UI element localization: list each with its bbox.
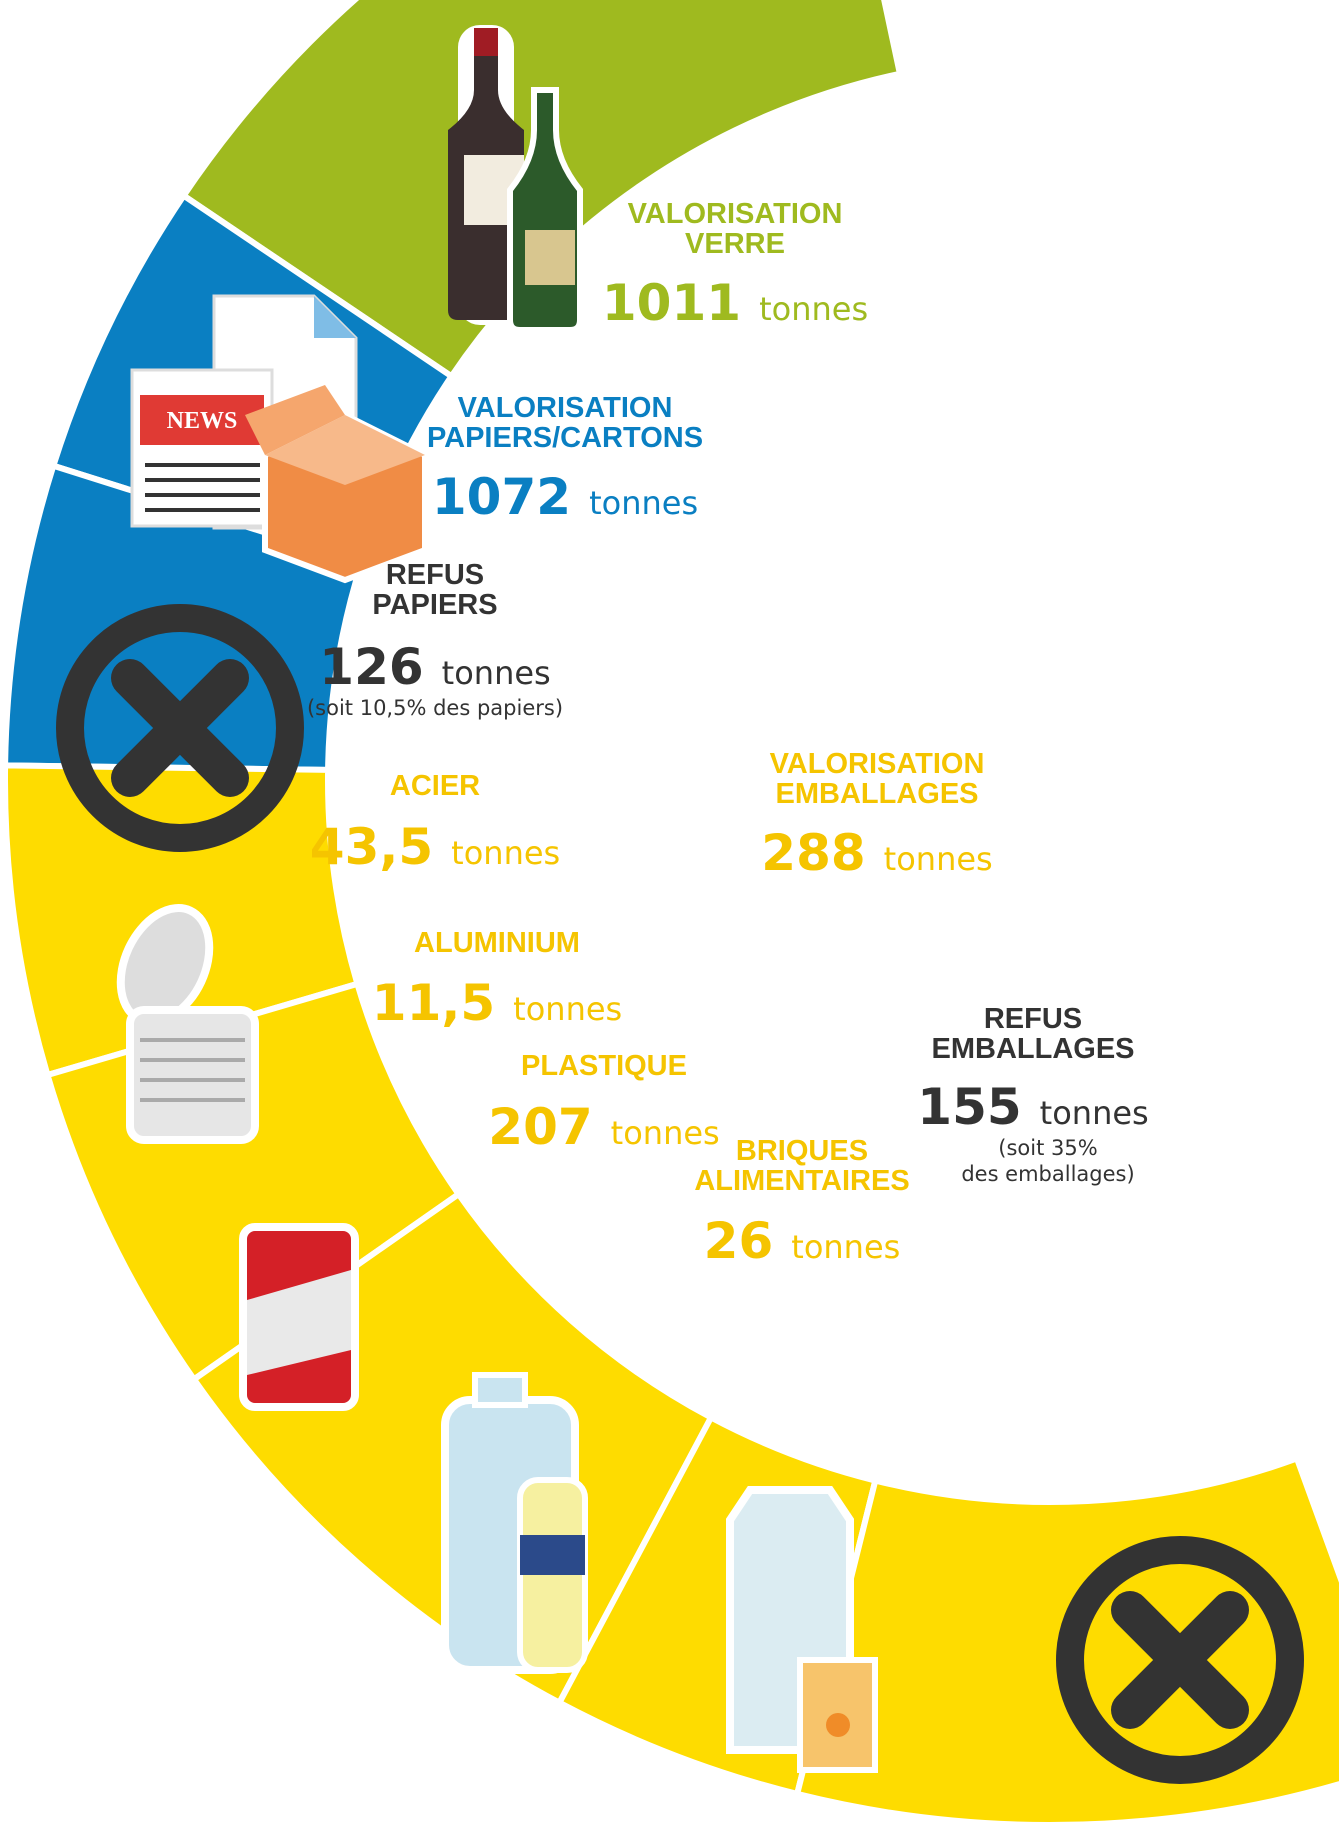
- amount: 155: [917, 1078, 1021, 1136]
- item-title: REFUS: [984, 1003, 1082, 1035]
- unit: tonnes: [1040, 1094, 1149, 1132]
- amount: 43,5: [310, 818, 433, 876]
- unit: tonnes: [513, 990, 622, 1028]
- item-note: (soit 10,5% des papiers): [307, 696, 563, 720]
- item-title: ACIER: [390, 770, 480, 802]
- amount: 1011: [602, 274, 741, 332]
- item-title: VALORISATION: [458, 392, 673, 424]
- item-title: REFUS: [386, 559, 484, 591]
- item-amount: 288 tonnes: [761, 824, 992, 882]
- item-amount: 1011 tonnes: [602, 274, 868, 332]
- unit: tonnes: [759, 290, 868, 328]
- plastic-icon: [445, 1375, 585, 1670]
- item-title: VALORISATION: [770, 748, 985, 780]
- item-title: VALORISATION: [628, 198, 843, 230]
- item-amount: 126 tonnes: [319, 638, 550, 696]
- item-title: ALUMINIUM: [414, 927, 580, 959]
- unit: tonnes: [589, 484, 698, 522]
- item-note: des emballages): [961, 1162, 1134, 1186]
- unit: tonnes: [791, 1228, 900, 1266]
- amount: 126: [319, 638, 423, 696]
- infographic: NEWS: [0, 0, 1339, 1833]
- item-amount: 207 tonnes: [488, 1098, 719, 1156]
- item-title: VERRE: [685, 228, 785, 260]
- unit: tonnes: [451, 834, 560, 872]
- item-title: EMBALLAGES: [776, 778, 979, 810]
- item-title: BRIQUES: [736, 1135, 868, 1167]
- carton-icon: [730, 1490, 875, 1770]
- soda-icon: [243, 1227, 355, 1407]
- item-title: EMBALLAGES: [932, 1033, 1135, 1065]
- item-amount: 155 tonnes: [917, 1078, 1148, 1136]
- unit: tonnes: [611, 1114, 720, 1152]
- item-title: PLASTIQUE: [521, 1050, 687, 1082]
- item-title: PAPIERS: [372, 589, 497, 621]
- item-title: PAPIERS/CARTONS: [427, 422, 703, 454]
- amount: 288: [761, 824, 865, 882]
- item-amount: 26 tonnes: [704, 1212, 901, 1270]
- item-note: (soit 35%: [998, 1136, 1097, 1160]
- item-title: ALIMENTAIRES: [694, 1165, 909, 1197]
- amount: 11,5: [372, 974, 495, 1032]
- unit: tonnes: [884, 840, 993, 878]
- item-amount: 1072 tonnes: [432, 468, 698, 526]
- amount: 207: [488, 1098, 592, 1156]
- item-amount: 11,5 tonnes: [372, 974, 622, 1032]
- news-label: NEWS: [167, 408, 238, 434]
- item-amount: 43,5 tonnes: [310, 818, 560, 876]
- amount: 1072: [432, 468, 571, 526]
- unit: tonnes: [442, 654, 551, 692]
- amount: 26: [704, 1212, 774, 1270]
